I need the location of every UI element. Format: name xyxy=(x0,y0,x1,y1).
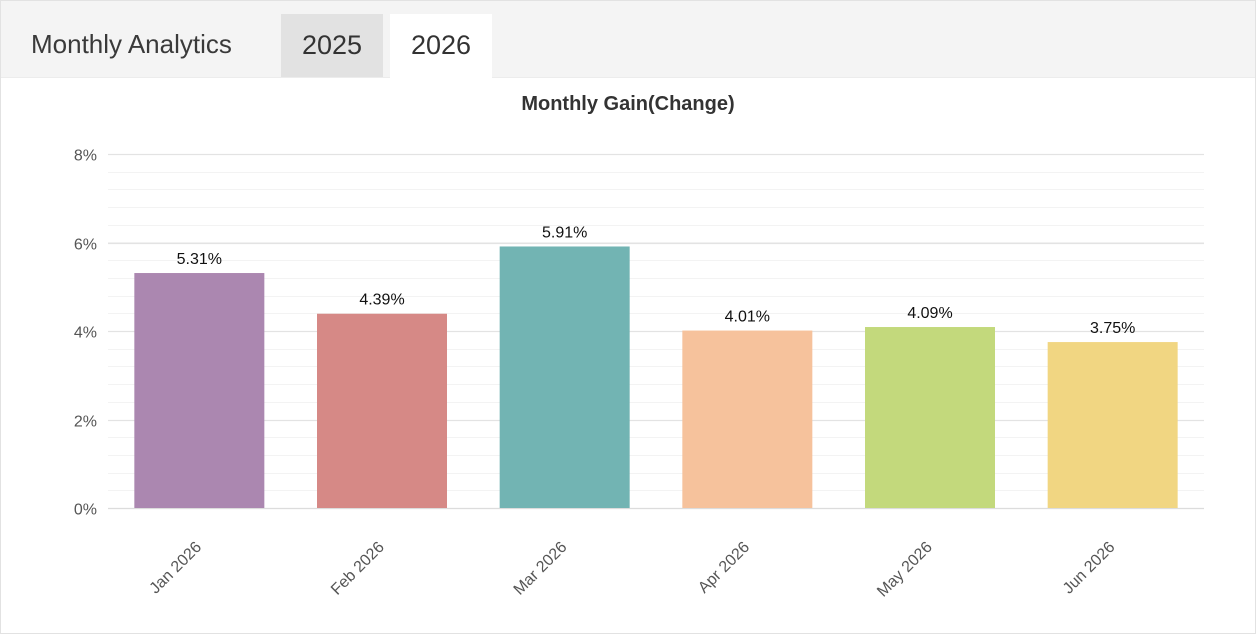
x-tick-label: Jun 2026 xyxy=(1060,539,1119,598)
bar-jan-2026[interactable] xyxy=(134,273,265,508)
x-tick-label: Jan 2026 xyxy=(147,539,206,598)
page-title: Monthly Analytics xyxy=(31,29,232,59)
bar-apr-2026[interactable] xyxy=(682,330,813,508)
gridlines xyxy=(108,153,1204,510)
x-tick-label: May 2026 xyxy=(874,539,936,601)
y-tick-label: 4% xyxy=(74,325,97,342)
data-label: 5.31% xyxy=(177,251,222,268)
x-axis-ticks: Jan 2026 Feb 2026 Mar 2026 Apr 2026 May 2026… xyxy=(147,539,1119,601)
chart-title: Monthly Gain(Change) xyxy=(521,93,735,115)
data-label: 4.01% xyxy=(725,309,770,326)
data-label: 4.09% xyxy=(907,305,952,322)
bar-may-2026[interactable] xyxy=(865,327,995,508)
y-axis-ticks: 0% 2% 4% 6% 8% xyxy=(74,148,97,519)
data-label: 3.75% xyxy=(1090,320,1135,337)
bar-feb-2026[interactable] xyxy=(317,313,447,508)
tab-2025[interactable]: 2025 xyxy=(281,14,383,77)
x-tick-label: Feb 2026 xyxy=(328,539,388,599)
header-bar: Monthly Analytics 2025 2026 xyxy=(1,1,1255,78)
bars xyxy=(134,246,1178,509)
y-tick-label: 2% xyxy=(74,414,97,431)
y-tick-label: 8% xyxy=(74,148,97,165)
x-tick-label: Apr 2026 xyxy=(695,539,753,597)
tab-2026[interactable]: 2026 xyxy=(390,14,492,78)
y-tick-label: 6% xyxy=(74,237,97,254)
data-labels: 5.31% 4.39% 5.91% 4.01% 4.09% 3.75% xyxy=(177,224,1136,337)
data-label: 5.91% xyxy=(542,224,587,241)
data-label: 4.39% xyxy=(359,292,404,309)
bar-jun-2026[interactable] xyxy=(1047,342,1178,508)
bar-mar-2026[interactable] xyxy=(499,246,630,509)
x-tick-label: Mar 2026 xyxy=(511,539,571,599)
y-tick-label: 0% xyxy=(74,502,97,519)
